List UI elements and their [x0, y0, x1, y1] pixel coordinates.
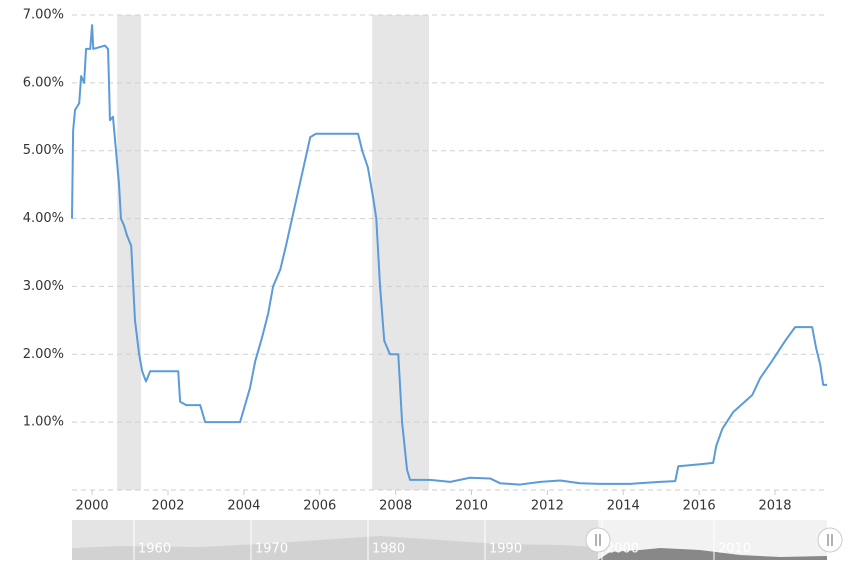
navigator-label: 1960: [138, 542, 171, 557]
navigator-handle[interactable]: [585, 527, 843, 553]
x-tick-label: 2002: [151, 499, 184, 514]
x-tick-label: 2006: [303, 499, 336, 514]
recession-band: [117, 15, 142, 490]
navigator-area: [72, 536, 598, 560]
x-tick-label: 2012: [531, 499, 564, 514]
x-tick-label: 2010: [455, 499, 488, 514]
recession-band: [372, 15, 430, 490]
navigator-handle-right[interactable]: [817, 527, 843, 553]
navigator-label: 2010: [718, 542, 751, 557]
series-line: [71, 24, 827, 486]
navigator-label: 1990: [489, 542, 522, 557]
navigator-area: [598, 548, 827, 560]
x-tick-label: 2000: [76, 499, 109, 514]
y-tick-label: 2.00%: [23, 347, 64, 362]
navigator-label: 1980: [372, 542, 405, 557]
x-tick-label: 2018: [758, 499, 791, 514]
navigator-label: 2000: [606, 542, 639, 557]
y-tick-label: 1.00%: [23, 415, 64, 430]
y-tick-label: 4.00%: [23, 211, 64, 226]
x-tick-label: 2008: [379, 499, 412, 514]
x-tick-label: 2004: [227, 499, 260, 514]
navigator-handle-left[interactable]: [585, 527, 611, 553]
y-tick-label: 3.00%: [23, 279, 64, 294]
y-tick-label: 6.00%: [23, 75, 64, 90]
x-tick-label: 2016: [683, 499, 716, 514]
y-tick-label: 7.00%: [23, 8, 64, 23]
x-tick-label: 2014: [607, 499, 640, 514]
navigator-label: 1970: [255, 542, 288, 557]
y-tick-label: 5.00%: [23, 143, 64, 158]
navigator: 1960 1970 1980 1990 2000 2010: [72, 520, 827, 560]
